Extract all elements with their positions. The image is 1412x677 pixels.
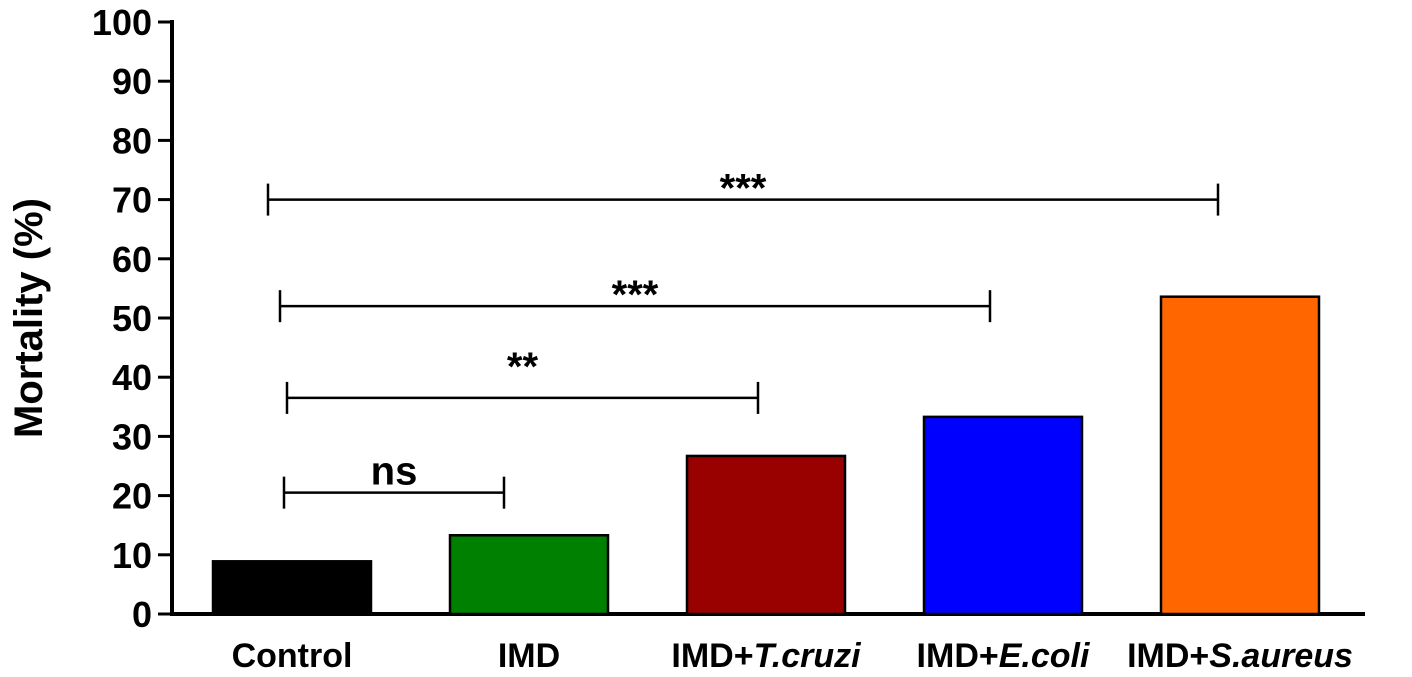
significance-bracket: ***: [278, 273, 992, 323]
bar: [685, 454, 847, 616]
y-tick-label: 50: [112, 298, 152, 339]
y-tick-label: 60: [112, 239, 152, 280]
y-tick-label: 10: [112, 535, 152, 576]
x-tick-label: Control: [232, 637, 353, 675]
y-tick-label: 40: [112, 357, 152, 398]
bar: [1159, 295, 1321, 616]
y-tick-label: 100: [92, 2, 152, 43]
y-tick-label: 30: [112, 416, 152, 457]
significance-brackets: ns********: [266, 167, 1220, 509]
y-tick-label: 90: [112, 61, 152, 102]
significance-label: ***: [612, 273, 659, 317]
y-axis-label: Mortality (%): [7, 198, 51, 438]
significance-bracket: ns: [282, 450, 506, 509]
y-axis: 0 10 20 30 40 50 60 70 80 90 100: [92, 2, 174, 635]
x-tick-labels: Control IMD IMD+T.cruzi IMD+E.coli IMD+S.aur…: [232, 637, 1353, 675]
y-tick-label: 70: [112, 180, 152, 221]
significance-label: ns: [371, 450, 418, 494]
y-tick-label: 20: [112, 476, 152, 517]
significance-label: ***: [720, 167, 767, 211]
x-tick-label: IMD+S.aureus: [1127, 637, 1353, 675]
significance-label: **: [507, 345, 539, 389]
bar: [211, 560, 373, 616]
significance-bracket: ***: [266, 167, 1220, 216]
y-tick-label: 0: [132, 594, 152, 635]
bar: [448, 534, 610, 616]
x-tick-label: IMD: [498, 637, 560, 675]
y-tick-label: 80: [112, 120, 152, 161]
bar: [922, 415, 1084, 616]
x-tick-label: IMD+E.coli: [917, 637, 1091, 675]
x-tick-label: IMD+T.cruzi: [671, 637, 862, 675]
significance-bracket: **: [285, 345, 760, 414]
bars: [211, 295, 1321, 616]
